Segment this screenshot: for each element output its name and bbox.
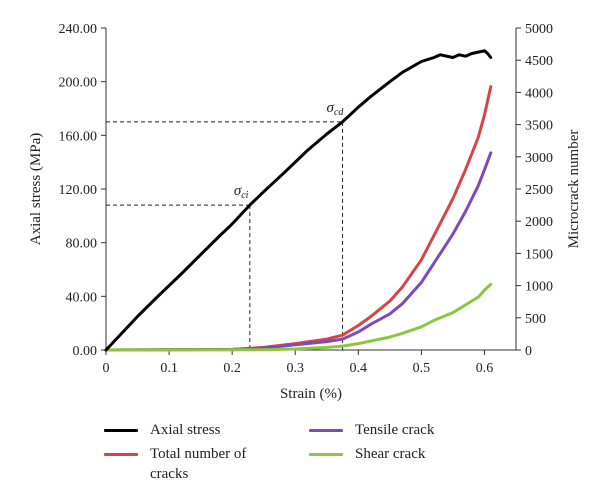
y-right-tick-label: 2500 — [525, 183, 553, 198]
legend-label: Shear crack — [355, 446, 426, 462]
y-right-tick-label: 4500 — [525, 54, 553, 69]
annotation-subscript: cd — [334, 107, 344, 118]
x-tick-label: 0 — [103, 361, 110, 376]
y-left-tick-label: 40.00 — [66, 290, 98, 305]
x-tick-label: 0.6 — [476, 361, 494, 376]
y-right-tick-label: 1000 — [525, 280, 553, 295]
y-right-tick-label: 3500 — [525, 119, 553, 134]
x-tick-label: 0.2 — [223, 361, 241, 376]
legend-item-axial-stress: Axial stress — [104, 420, 220, 440]
series-line-total-number-of-cracks — [104, 85, 493, 352]
legend-swatch — [104, 429, 138, 432]
axes: 0 0.1 0.2 0.3 0.4 0.5 0.6 0.00 40.00 80.00 120.00 1… — [28, 22, 582, 402]
legend-swatch — [309, 453, 343, 456]
legend-swatch — [309, 429, 343, 432]
series-line-axial-stress — [104, 49, 493, 352]
series-line-shear-crack — [104, 282, 493, 352]
legend-label: Total number of cracks — [150, 446, 247, 482]
legend-swatch — [104, 453, 138, 456]
x-tick-label: 0.1 — [160, 361, 178, 376]
y-left-tick-label: 0.00 — [73, 344, 98, 359]
y-axis-left-title: Axial stress (MPa) — [28, 133, 44, 246]
y-right-tick-label: 5000 — [525, 22, 553, 37]
y-right-tick-label: 3000 — [525, 151, 553, 166]
legend: Axial stress Tensile crack Total number … — [104, 420, 544, 490]
series-line-tensile-crack — [104, 151, 493, 352]
x-tick-label: 0.3 — [286, 361, 304, 376]
y-right-tick-label: 500 — [525, 312, 546, 327]
annotations: σci σcd — [234, 100, 345, 201]
guide-lines — [106, 121, 344, 350]
legend-item-tensile-crack: Tensile crack — [309, 420, 434, 440]
x-tick-label: 0.4 — [350, 361, 368, 376]
y-left-tick-label: 200.00 — [59, 76, 98, 91]
legend-item-total-cracks: Total number of cracks — [104, 444, 270, 484]
series-lines — [104, 49, 493, 352]
y-right-tick-label: 4000 — [525, 86, 553, 101]
annotation-subscript: ci — [241, 190, 248, 201]
x-axis-title: Strain (%) — [280, 386, 342, 402]
y-right-tick-label: 0 — [525, 344, 532, 359]
annotation-label-cd: σcd — [327, 100, 345, 118]
x-tick-label: 0.5 — [413, 361, 431, 376]
annotation-label-ci: σci — [234, 183, 249, 201]
y-right-tick-label: 1500 — [525, 247, 553, 262]
y-left-tick-label: 120.00 — [59, 183, 98, 198]
y-axis-right-title: Microcrack number — [566, 130, 582, 249]
y-left-tick-label: 240.00 — [59, 22, 98, 37]
legend-label: Tensile crack — [355, 422, 435, 438]
y-left-tick-label: 80.00 — [66, 237, 98, 252]
legend-label: Axial stress — [150, 422, 221, 438]
y-left-tick-label: 160.00 — [59, 129, 98, 144]
legend-item-shear-crack: Shear crack — [309, 444, 425, 464]
y-right-tick-label: 2000 — [525, 215, 553, 230]
